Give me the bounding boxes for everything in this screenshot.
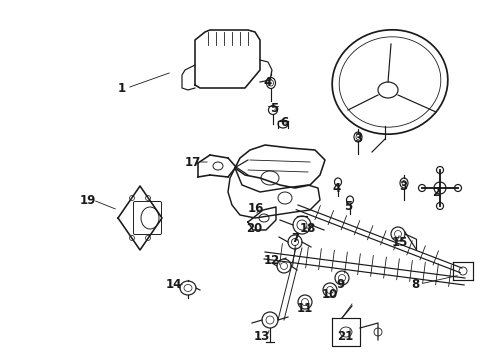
Text: 16: 16 <box>248 202 264 215</box>
Ellipse shape <box>288 235 302 249</box>
Text: 3: 3 <box>354 131 362 144</box>
Text: 12: 12 <box>264 253 280 266</box>
Ellipse shape <box>180 281 196 295</box>
Text: 19: 19 <box>80 194 96 207</box>
Text: 10: 10 <box>322 288 338 302</box>
Ellipse shape <box>437 202 443 210</box>
Ellipse shape <box>346 196 353 204</box>
Ellipse shape <box>434 182 446 194</box>
Ellipse shape <box>335 178 342 186</box>
Text: 20: 20 <box>246 221 262 234</box>
Text: 18: 18 <box>300 221 316 234</box>
Text: 2: 2 <box>432 186 440 199</box>
Ellipse shape <box>269 105 277 114</box>
Ellipse shape <box>354 132 362 142</box>
Ellipse shape <box>262 312 278 328</box>
Ellipse shape <box>267 77 275 89</box>
Text: 5: 5 <box>344 199 352 212</box>
Text: 8: 8 <box>411 278 419 291</box>
Text: 21: 21 <box>337 329 353 342</box>
Text: 13: 13 <box>254 329 270 342</box>
Text: 6: 6 <box>280 116 288 129</box>
Text: 1: 1 <box>118 81 126 94</box>
Ellipse shape <box>437 166 443 174</box>
Ellipse shape <box>293 216 311 234</box>
Text: 14: 14 <box>166 279 182 292</box>
Text: 5: 5 <box>270 102 278 114</box>
Text: 3: 3 <box>399 180 407 193</box>
Ellipse shape <box>277 259 291 273</box>
Ellipse shape <box>323 283 337 297</box>
Text: 4: 4 <box>333 181 341 194</box>
Ellipse shape <box>455 184 462 192</box>
Ellipse shape <box>298 295 312 309</box>
Ellipse shape <box>335 271 349 285</box>
Text: 11: 11 <box>297 302 313 315</box>
Text: 7: 7 <box>291 231 299 244</box>
Text: 17: 17 <box>185 156 201 168</box>
Ellipse shape <box>418 184 425 192</box>
Text: 9: 9 <box>336 278 344 291</box>
Text: 4: 4 <box>264 76 272 89</box>
Ellipse shape <box>278 120 288 128</box>
Ellipse shape <box>391 227 405 241</box>
Text: 15: 15 <box>392 235 408 248</box>
Ellipse shape <box>400 178 408 188</box>
